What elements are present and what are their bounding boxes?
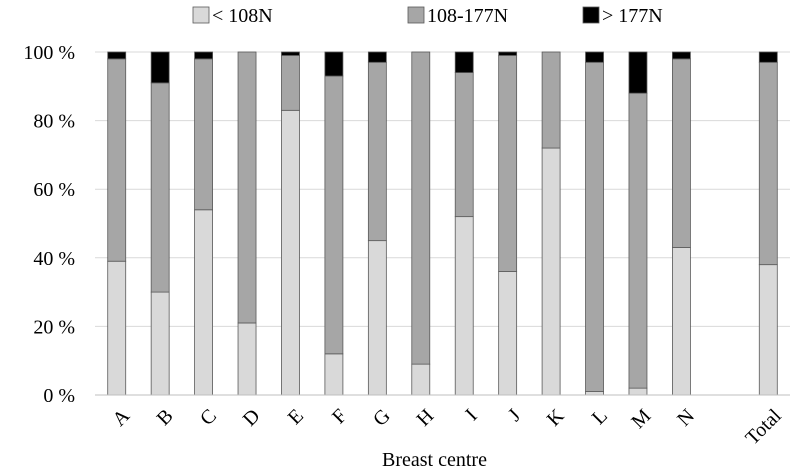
bar-segment xyxy=(107,260,127,396)
x-tick-label: D xyxy=(239,405,265,431)
bar-segment xyxy=(628,51,648,94)
bar-segment xyxy=(758,51,778,63)
bar-segment xyxy=(150,82,170,293)
bars xyxy=(107,51,778,396)
bar-segment xyxy=(454,216,474,396)
x-tick-label: E xyxy=(284,405,308,429)
bar-segment xyxy=(194,51,213,60)
bar-segment xyxy=(281,51,300,56)
y-axis-ticks: 0 % 20 % 40 % 60 % 80 % 100 % xyxy=(23,42,75,407)
legend-label: > 177N xyxy=(602,5,663,27)
x-tick-label: I xyxy=(461,405,481,425)
bar-segment xyxy=(585,51,604,63)
bar-segment xyxy=(281,55,300,111)
bar-segment xyxy=(585,391,604,396)
legend-swatch xyxy=(407,6,425,24)
bar-segment xyxy=(454,51,474,73)
bar-segment xyxy=(672,51,691,60)
x-tick-label: Total xyxy=(741,405,786,450)
y-tick-label: 60 % xyxy=(33,179,75,201)
bar-segment xyxy=(150,51,170,84)
legend-label: 108-177N xyxy=(427,5,508,27)
bar-segment xyxy=(237,322,257,396)
x-tick-label: M xyxy=(627,405,655,433)
x-tick-label: H xyxy=(412,405,438,431)
bar-segment xyxy=(194,209,213,396)
x-tick-label: J xyxy=(504,405,525,426)
x-tick-label: B xyxy=(153,405,178,430)
legend-swatch xyxy=(582,6,600,24)
bar-segment xyxy=(411,363,431,396)
bar-segment xyxy=(411,51,431,365)
bar-segment xyxy=(672,58,691,248)
bar-segment xyxy=(758,61,778,266)
x-tick-label: C xyxy=(196,405,221,430)
y-tick-label: 40 % xyxy=(33,248,75,270)
bar-segment xyxy=(498,51,518,56)
bar-segment xyxy=(367,240,387,396)
x-axis-ticks: A B C D E F G H I J K L M N Total xyxy=(108,404,786,449)
bar-segment xyxy=(498,55,518,272)
bar-segment xyxy=(367,51,387,63)
x-tick-label: L xyxy=(588,405,612,429)
legend-swatch xyxy=(192,6,210,24)
bar-segment xyxy=(628,92,648,389)
y-tick-label: 100 % xyxy=(23,42,75,64)
bar-segment xyxy=(281,109,300,396)
bar-segment xyxy=(628,387,648,396)
bar-segment xyxy=(237,51,257,324)
bar-segment xyxy=(194,58,213,211)
bar-segment xyxy=(324,75,344,355)
x-axis-title: Breast centre xyxy=(382,449,487,471)
y-tick-label: 20 % xyxy=(33,316,75,338)
bar-segment xyxy=(585,61,604,392)
bar-segment xyxy=(107,58,127,262)
bar-segment xyxy=(324,353,344,396)
x-tick-label: K xyxy=(543,404,569,430)
bar-segment xyxy=(758,264,778,396)
y-tick-label: 80 % xyxy=(33,111,75,133)
x-tick-label: N xyxy=(673,405,699,431)
y-tick-label: 0 % xyxy=(43,385,75,407)
bar-segment xyxy=(150,291,170,396)
bar-segment xyxy=(107,51,127,60)
bar-segment xyxy=(541,51,561,149)
bar-segment xyxy=(454,72,474,218)
bar-segment xyxy=(672,247,691,396)
bar-segment xyxy=(541,147,561,396)
x-tick-label: G xyxy=(369,405,395,431)
bar-segment xyxy=(498,271,518,396)
x-tick-label: A xyxy=(108,404,134,430)
bar-segment xyxy=(324,51,344,77)
legend-label: < 108N xyxy=(212,5,273,27)
bar-segment xyxy=(367,61,387,242)
x-tick-label: F xyxy=(328,405,351,428)
legend: < 108N 108-177N > 177N xyxy=(192,5,663,27)
